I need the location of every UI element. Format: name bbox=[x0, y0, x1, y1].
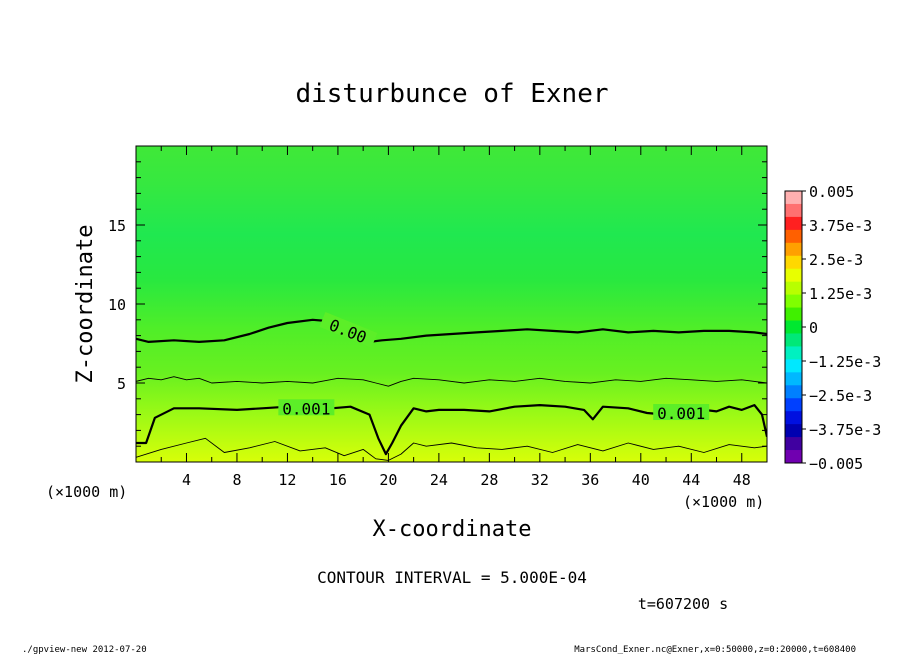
colorbar-segment bbox=[785, 346, 802, 360]
colorbar-segment bbox=[785, 359, 802, 373]
contour-label-bg bbox=[319, 312, 378, 348]
colorbar-label: −0.005 bbox=[809, 455, 863, 473]
colorbar-label: −2.5e-3 bbox=[809, 387, 872, 405]
y-axis-label: Z-coordinate bbox=[73, 225, 98, 384]
x-tick-label: 20 bbox=[379, 471, 397, 489]
colorbar-segment bbox=[785, 424, 802, 438]
contour-label: 0.001 bbox=[657, 404, 705, 423]
colorbar-segment bbox=[785, 307, 802, 322]
x-tick-label: 48 bbox=[733, 471, 751, 489]
colorbar-segment bbox=[785, 229, 802, 244]
colorbar-segment bbox=[785, 320, 802, 334]
contour-line bbox=[136, 318, 767, 343]
y-tick-label: 5 bbox=[117, 375, 126, 393]
footer-right: MarsCond_Exner.nc@Exner,x=0:50000,z=0:20… bbox=[574, 645, 856, 654]
colorbar-segment bbox=[785, 372, 802, 386]
colorbar-segment bbox=[785, 398, 802, 412]
colorbar-segment bbox=[785, 242, 802, 257]
colorbar-segment bbox=[785, 216, 802, 231]
colorbar-segment bbox=[785, 268, 802, 283]
colorbar-label: 1.25e-3 bbox=[809, 285, 872, 303]
x-tick-label: 4 bbox=[182, 471, 191, 489]
contour-interval: CONTOUR INTERVAL = 5.000E-04 bbox=[317, 568, 587, 587]
colorbar-label: −3.75e-3 bbox=[809, 421, 881, 439]
x-tick-label: 28 bbox=[480, 471, 498, 489]
time-label: t=607200 s bbox=[638, 595, 728, 613]
x-tick-label: 40 bbox=[632, 471, 650, 489]
x-axis: 4 8 12 16 20 24 28 32 36 40 44 48 bbox=[160, 146, 751, 489]
colorbar-segment bbox=[785, 385, 802, 399]
contour-label-bg bbox=[653, 404, 710, 421]
x-tick-label: 12 bbox=[278, 471, 296, 489]
colorbar-label: 0.005 bbox=[809, 183, 854, 201]
colorbar-label: 2.5e-3 bbox=[809, 251, 863, 269]
chart-title: disturbunce of Exner bbox=[295, 79, 608, 109]
colorbar-label: 0 bbox=[809, 319, 818, 337]
colorbar-segment bbox=[785, 437, 802, 451]
colorbar: 0.005 3.75e-3 2.5e-3 1.25e-3 0 −1.25e-3 −2.5e-… bbox=[784, 183, 881, 473]
y-axis: 5 10 15 bbox=[108, 161, 767, 447]
colorbar-label: −1.25e-3 bbox=[809, 353, 881, 371]
contour-label: 0.001 bbox=[282, 399, 330, 418]
contour-label-bg bbox=[278, 399, 335, 416]
x-unit-right: (×1000 m) bbox=[683, 493, 764, 511]
colorbar-segment bbox=[785, 411, 802, 425]
colorbar-segment bbox=[785, 450, 802, 464]
colorbar-segment bbox=[785, 294, 802, 309]
contour-line bbox=[136, 376, 767, 387]
contour-line bbox=[136, 437, 767, 461]
colorbar-segment bbox=[785, 333, 802, 347]
x-tick-label: 44 bbox=[682, 471, 700, 489]
x-tick-label: 36 bbox=[581, 471, 599, 489]
colorbar-segment bbox=[785, 281, 802, 296]
colorbar-segment bbox=[785, 203, 802, 218]
colorbar-label: 3.75e-3 bbox=[809, 217, 872, 235]
colorbar-segment bbox=[785, 255, 802, 270]
x-unit-left: (×1000 m) bbox=[46, 483, 127, 501]
y-tick-label: 15 bbox=[108, 217, 126, 235]
y-tick-label: 10 bbox=[108, 296, 126, 314]
x-tick-label: 32 bbox=[531, 471, 549, 489]
x-tick-label: 8 bbox=[232, 471, 241, 489]
x-axis-label: X-coordinate bbox=[373, 517, 532, 542]
colorbar-segment bbox=[785, 191, 802, 205]
x-tick-label: 24 bbox=[430, 471, 448, 489]
x-tick-label: 16 bbox=[329, 471, 347, 489]
footer-left: ./gpview-new 2012-07-20 bbox=[22, 645, 147, 654]
